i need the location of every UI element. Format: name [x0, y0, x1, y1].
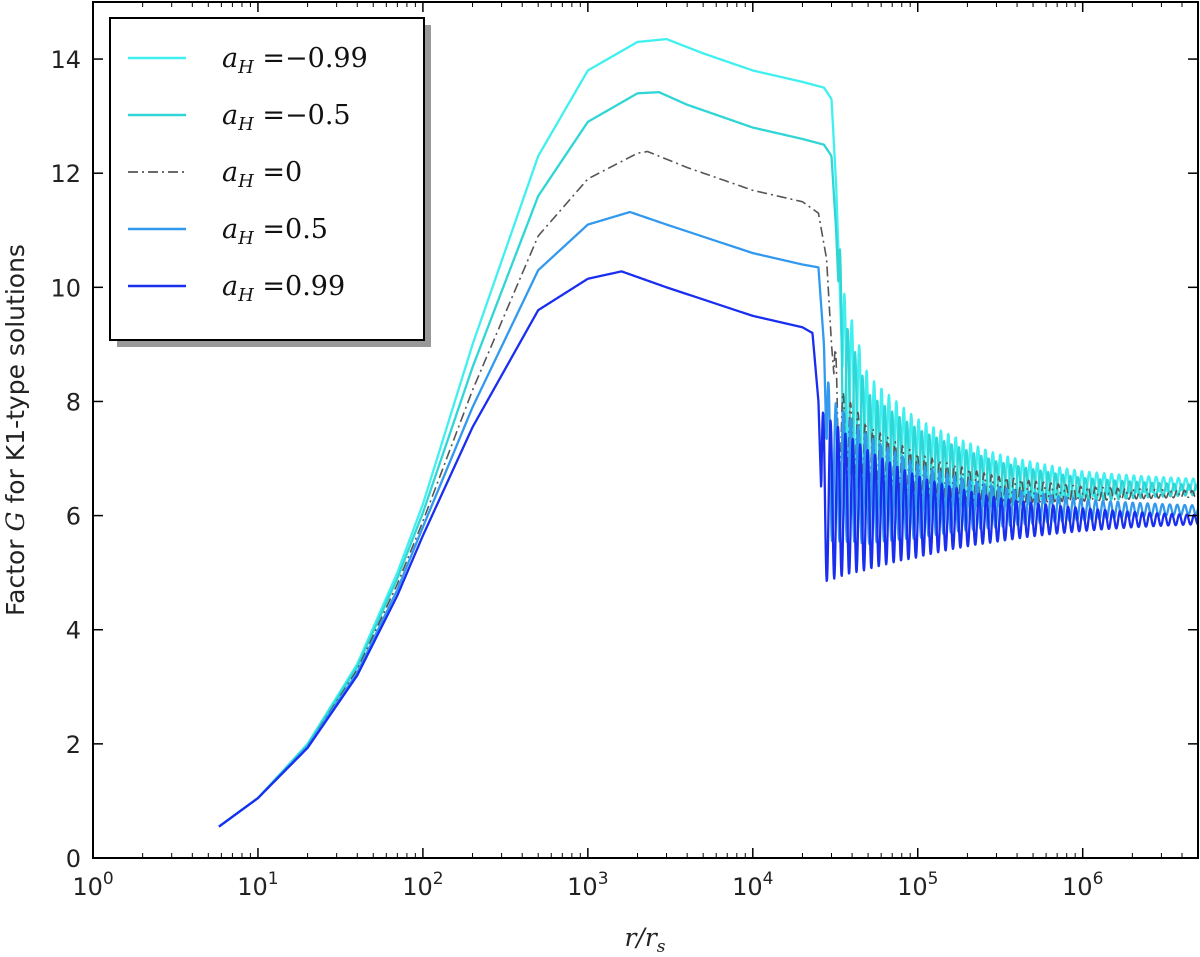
- legend-label-2: aH =0: [222, 157, 302, 192]
- legend-label-0: aH =−0.99: [222, 43, 368, 78]
- plot-frame: [92, 1, 1199, 859]
- series-line-2: [218, 150, 1198, 828]
- x-tick-label-3: 103: [567, 869, 608, 901]
- x-axis-label-base: r/r: [624, 923, 658, 952]
- x-tick-label-6: 106: [1062, 869, 1103, 901]
- y-tick-label-1: 2: [66, 731, 81, 759]
- legend-label-3: aH =0.5: [222, 214, 328, 249]
- y-tick-label-5: 10: [50, 274, 81, 302]
- series-line-4: [218, 270, 1198, 828]
- x-tick-label-4: 104: [732, 869, 773, 901]
- y-axis-label-after: for K1-type solutions: [1, 244, 30, 511]
- y-tick-label-6: 12: [50, 160, 81, 188]
- x-tick-label-1: 101: [237, 869, 278, 901]
- y-tick-label-0: 0: [66, 845, 81, 873]
- legend: aH =−0.99 aH =−0.5 aH =0 aH =0.5 aH =0.99: [109, 17, 431, 347]
- y-axis-label: Factor G for K1-type solutions: [1, 244, 30, 616]
- x-tick-label-0: 100: [72, 869, 113, 901]
- x-tick-label-2: 102: [402, 869, 443, 901]
- ticks-layer: 100 101 102 103 104 105 106 0 2 4 6 8 10 12 14: [50, 2, 1198, 901]
- y-tick-label-2: 4: [66, 617, 81, 645]
- y-axis-label-before: Factor: [1, 531, 30, 615]
- y-tick-label-7: 14: [50, 46, 81, 74]
- x-tick-label-5: 105: [897, 869, 938, 901]
- series-layer: [218, 37, 1198, 828]
- y-axis-label-symbol: G: [1, 511, 30, 531]
- series-line-3: [218, 210, 1198, 828]
- legend-label-1: aH =−0.5: [222, 100, 351, 135]
- legend-label-4: aH =0.99: [222, 271, 345, 306]
- y-tick-label-4: 8: [66, 388, 81, 416]
- x-axis-label: r/rs: [624, 923, 665, 957]
- x-axis-label-sub: s: [657, 937, 666, 957]
- y-tick-label-3: 6: [66, 503, 81, 531]
- legend-entries: aH =−0.99 aH =−0.5 aH =0 aH =0.5 aH =0.99: [128, 43, 368, 306]
